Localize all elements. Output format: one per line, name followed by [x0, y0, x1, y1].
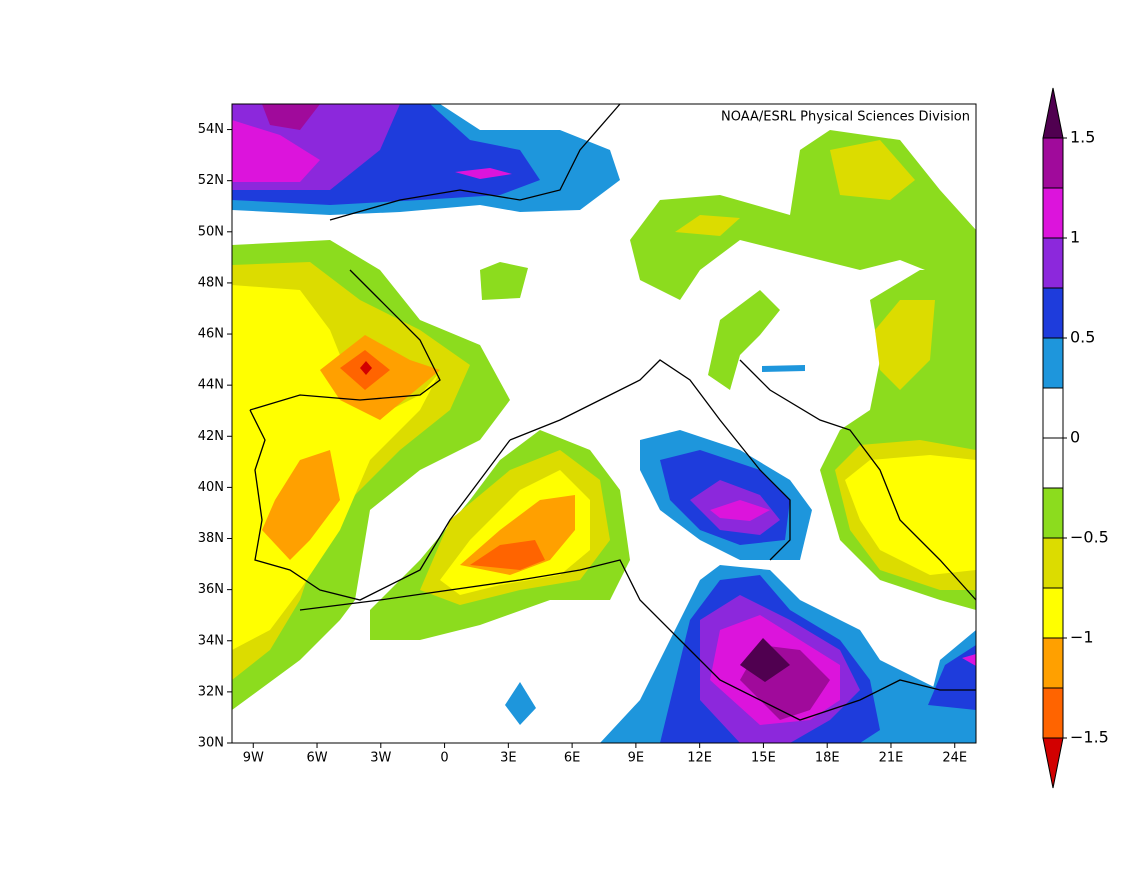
- contour-fill: [962, 654, 976, 666]
- y-tick-label: 32N: [198, 684, 224, 699]
- contour-fill: [762, 365, 805, 372]
- colorbar: 1.5 1 0.5 0 −0.5 −1 −1.5: [1042, 87, 1109, 789]
- colorbar-tick-label: −1: [1070, 628, 1094, 647]
- x-tick-label: 12E: [687, 751, 712, 766]
- colorbar-bin: [1042, 637, 1064, 689]
- contour-fill: [675, 215, 740, 236]
- y-tick-label: 30N: [198, 736, 224, 751]
- colorbar-under: [1042, 737, 1064, 789]
- colorbar-bin: [1042, 487, 1064, 539]
- colorbar-bin: [1042, 287, 1064, 339]
- colorbar-bin: [1042, 387, 1064, 439]
- axes: 9W 6W 3W 0 3E 6E 9E 12E 15E 18E 21E 24E 30N 32N 34N 36N…: [198, 122, 967, 765]
- y-tick-label: 50N: [198, 224, 224, 239]
- contour-fill: [262, 104, 320, 130]
- y-tick-label: 54N: [198, 122, 224, 137]
- colorbar-tick-label: 1: [1070, 228, 1080, 247]
- contour-fill: [262, 450, 340, 560]
- y-tick-label: 36N: [198, 582, 224, 597]
- y-tick-label: 38N: [198, 531, 224, 546]
- x-tick-label: 21E: [879, 751, 904, 766]
- contour-fill: [830, 140, 915, 200]
- x-tick-label: 24E: [942, 751, 967, 766]
- x-tick-label: 9E: [628, 751, 645, 766]
- contour-fill: [740, 638, 790, 682]
- plot-frame: [231, 103, 977, 744]
- colorbar-bin: [1042, 187, 1064, 239]
- y-tick-label: 44N: [198, 378, 224, 393]
- colorbar-bin: [1042, 337, 1064, 389]
- contour-fill: [845, 455, 976, 575]
- coastlines: [249, 103, 977, 721]
- contour-fill: [708, 290, 780, 390]
- colorbar-bin: [1042, 237, 1064, 289]
- colorbar-tick-label: −1.5: [1070, 728, 1109, 747]
- colorbar-bin: [1042, 687, 1064, 739]
- contour-fill: [928, 645, 976, 710]
- y-tick-label: 46N: [198, 327, 224, 342]
- x-tick-label: 6E: [564, 751, 581, 766]
- contour-fill: [480, 262, 528, 300]
- colorbar-bin: [1042, 137, 1064, 189]
- x-tick-label: 6W: [306, 751, 327, 766]
- credit: NOAA/ESRL Physical Sciences Division: [721, 110, 970, 125]
- x-tick-label: 18E: [815, 751, 840, 766]
- contour-fill: [710, 500, 770, 521]
- contour-fill: [232, 120, 320, 182]
- x-tick-label: 15E: [751, 751, 776, 766]
- colorbar-tick-label: 1.5: [1070, 128, 1095, 147]
- colorbar-tick-label: −0.5: [1070, 528, 1109, 547]
- contour-fill: [470, 540, 545, 570]
- y-tick-label: 34N: [198, 633, 224, 648]
- y-tick-label: 48N: [198, 275, 224, 290]
- y-tick-label: 40N: [198, 480, 224, 495]
- colorbar-bin: [1042, 537, 1064, 589]
- contour-fill: [232, 285, 440, 650]
- contour-fills: [232, 104, 976, 743]
- x-tick-label: 3W: [370, 751, 391, 766]
- credit-box: [650, 106, 974, 128]
- contour-fill: [455, 168, 512, 179]
- colorbar-bin: [1042, 437, 1064, 489]
- contour-fill: [360, 361, 372, 375]
- x-tick-label: 3E: [500, 751, 517, 766]
- contour-fill: [875, 300, 935, 390]
- x-tick-label: 0: [440, 751, 448, 766]
- colorbar-tick-label: 0.5: [1070, 328, 1095, 347]
- x-tick-label: 9W: [243, 751, 264, 766]
- contour-fill: [505, 682, 536, 725]
- colorbar-over: [1042, 87, 1064, 139]
- colorbar-bin: [1042, 587, 1064, 639]
- y-tick-label: 52N: [198, 173, 224, 188]
- y-tick-label: 42N: [198, 429, 224, 444]
- colorbar-tick-label: 0: [1070, 428, 1080, 447]
